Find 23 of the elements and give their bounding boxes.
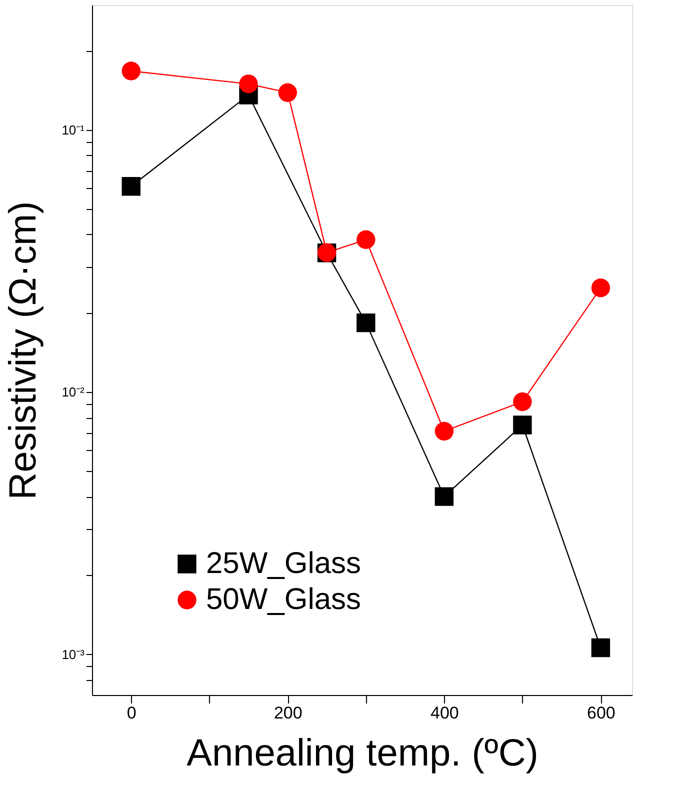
point [513, 416, 532, 434]
point [278, 83, 298, 102]
legend-label: 25W_Glass [206, 547, 362, 580]
x-axis-title: Annealing temp. (ºC) [186, 732, 538, 774]
point [122, 62, 140, 80]
y-tick-label: 10⁻¹ [62, 122, 86, 138]
point [356, 230, 376, 249]
x-tick-label: 200 [274, 704, 302, 722]
point [591, 278, 610, 298]
point [434, 422, 454, 441]
point [591, 638, 610, 658]
y-axis-title: Resistivity (Ω·cm) [2, 201, 45, 500]
point [356, 313, 376, 332]
x-tick-label: 400 [430, 704, 459, 722]
y-tick-label: 10⁻³ [62, 646, 86, 662]
x-tick-label: 0 [126, 704, 136, 722]
x-tick-label: 600 [587, 704, 616, 722]
point [122, 177, 140, 196]
legend-label: 50W_Glass [206, 583, 362, 616]
y-tick-label: 10⁻² [62, 384, 86, 400]
point [434, 487, 454, 506]
point [513, 392, 532, 412]
point [239, 74, 258, 94]
